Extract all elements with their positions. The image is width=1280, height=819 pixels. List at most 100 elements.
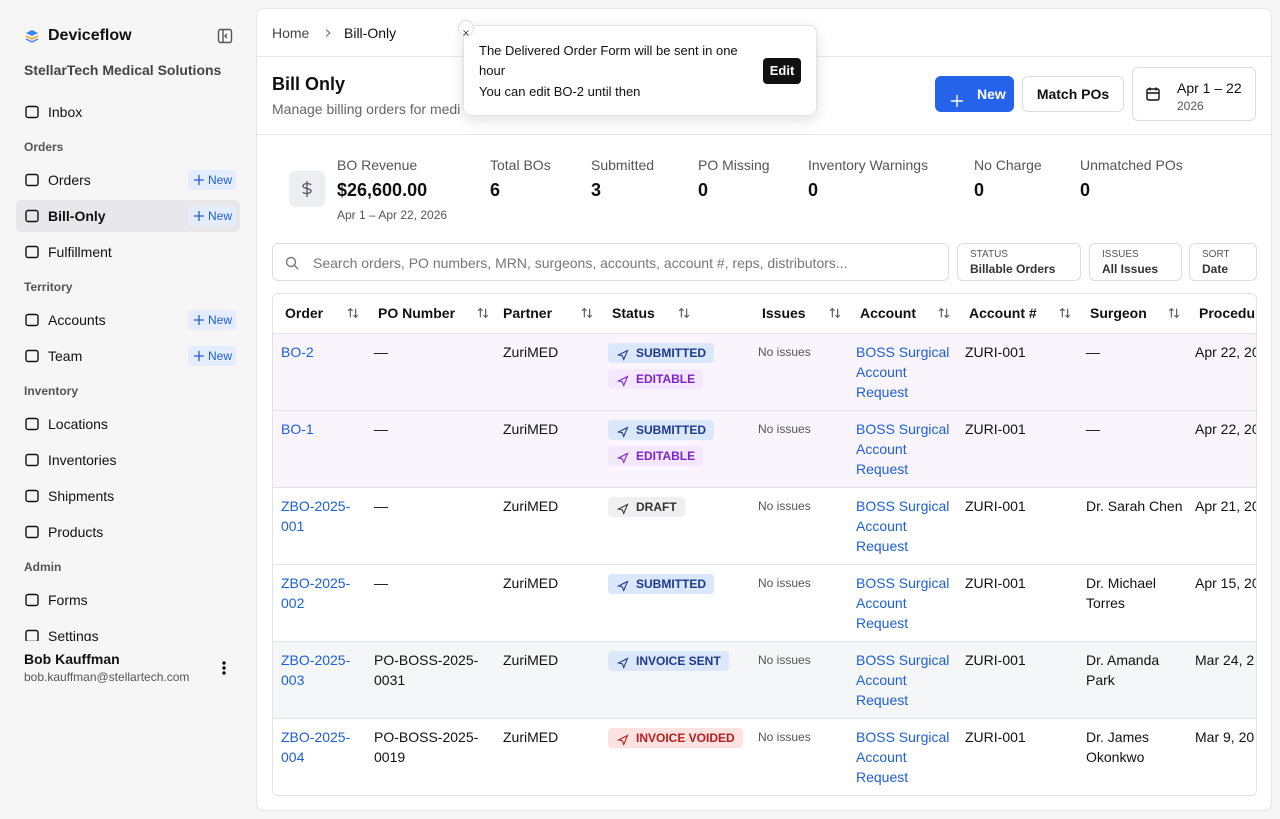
- column-header[interactable]: Issues: [762, 305, 806, 321]
- account-link[interactable]: BOSS Surgical Account Request: [856, 421, 950, 477]
- order-link[interactable]: ZBO-2025-004: [281, 729, 351, 765]
- column-header[interactable]: PO Number: [378, 305, 456, 321]
- nav-item[interactable]: Fulfillment: [48, 244, 112, 260]
- nav-item[interactable]: Forms: [48, 592, 88, 608]
- icon: [217, 28, 233, 44]
- breadcrumb[interactable]: Home: [272, 25, 310, 41]
- status-badge: SUBMITTED: [608, 574, 714, 594]
- nav-new-button[interactable]: New: [188, 310, 236, 330]
- po-number: PO-BOSS-2025-0019: [374, 729, 479, 765]
- table-row[interactable]: BO-1 — ZuriMED SUBMITTED EDITABLE No issues BO…: [273, 411, 1257, 488]
- account-link[interactable]: BOSS Surgical Account Request: [856, 498, 950, 554]
- icon: [24, 452, 40, 468]
- nav-new-button[interactable]: New: [188, 346, 236, 366]
- nav-section: Orders: [24, 140, 64, 154]
- breadcrumb: Bill-Only: [344, 25, 397, 41]
- order-link[interactable]: ZBO-2025-001: [281, 498, 351, 534]
- order-link[interactable]: BO-1: [281, 421, 314, 437]
- partner: ZuriMED: [503, 498, 559, 514]
- column-header[interactable]: Account: [860, 305, 916, 321]
- surgeon: Dr. James Okonkwo: [1086, 729, 1150, 765]
- match-pos-button[interactable]: Match POs: [1022, 76, 1124, 112]
- issues: No issues: [758, 576, 811, 590]
- icon: [616, 373, 629, 387]
- table-row[interactable]: ZBO-2025-004 PO-BOSS-2025-0019 ZuriMED INVO…: [273, 719, 1256, 795]
- filter-value: Date: [1202, 262, 1229, 276]
- account-number: ZURI-001: [965, 729, 1026, 745]
- account-link[interactable]: BOSS Surgical Account Request: [856, 344, 950, 400]
- procedure-date: Apr 22, 20: [1195, 421, 1257, 437]
- column-header[interactable]: Procedur: [1199, 305, 1257, 321]
- account-number: ZURI-001: [965, 652, 1026, 668]
- icon: [321, 26, 335, 40]
- icon: [677, 306, 691, 320]
- toast-action[interactable]: Edit: [763, 58, 801, 84]
- order-link[interactable]: ZBO-2025-002: [281, 575, 351, 611]
- surgeon: Dr. Sarah Chen: [1086, 498, 1183, 514]
- nav-item[interactable]: Shipments: [48, 488, 115, 504]
- column-header[interactable]: Status: [612, 305, 655, 321]
- column-header[interactable]: Account #: [969, 305, 1037, 321]
- table-row[interactable]: ZBO-2025-003 PO-BOSS-2025-0031 ZuriMED INVO…: [273, 642, 1256, 719]
- new-button[interactable]: New: [935, 76, 1014, 112]
- account-link[interactable]: BOSS Surgical Account Request: [856, 652, 950, 708]
- icon: [216, 660, 232, 676]
- toast: The Delivered Order Form will be sent in…: [458, 20, 817, 116]
- column-header[interactable]: Partner: [503, 305, 553, 321]
- nav: Inbox Orders Orders New Bill-Only New Fulfillm…: [0, 0, 256, 641]
- nav-item[interactable]: Inbox: [48, 104, 83, 120]
- icon: [937, 306, 951, 320]
- nav-item[interactable]: Settings: [48, 628, 99, 641]
- filter-label: STATUS: [970, 249, 1008, 260]
- account-number: ZURI-001: [965, 344, 1026, 360]
- column-header[interactable]: Order: [285, 305, 324, 321]
- icon: [24, 592, 40, 608]
- icon: [616, 347, 629, 361]
- po-number: —: [374, 575, 388, 591]
- partner: ZuriMED: [503, 729, 559, 745]
- icon: [462, 24, 470, 36]
- toast-close[interactable]: [458, 20, 474, 36]
- order-link[interactable]: BO-2: [281, 344, 314, 360]
- table-row[interactable]: ZBO-2025-002 — ZuriMED SUBMITTED No issues BO…: [273, 565, 1256, 642]
- po-number: —: [374, 421, 388, 437]
- nav-item[interactable]: Inventories: [48, 452, 117, 468]
- main-panel: Home Bill-Only Bill Only Manage billing ord…: [256, 8, 1272, 811]
- stat-value: 0: [1080, 180, 1091, 200]
- nav-item[interactable]: Team: [48, 348, 83, 364]
- nav-section: Admin: [24, 560, 62, 574]
- status-badge: DRAFT: [608, 497, 685, 517]
- date-button[interactable]: Apr 1 – 22 2026: [1132, 67, 1256, 121]
- filter-button[interactable]: SORT Date: [1189, 243, 1257, 281]
- procedure-date: Mar 9, 20: [1195, 729, 1255, 745]
- account-link[interactable]: BOSS Surgical Account Request: [856, 575, 950, 631]
- nav-item[interactable]: Products: [48, 524, 104, 540]
- toast-detail: You can edit BO-2 until then: [479, 84, 641, 99]
- nav-new-button[interactable]: New: [188, 206, 236, 226]
- header-border: [273, 333, 1256, 334]
- filter-button[interactable]: ISSUES All Issues: [1089, 243, 1182, 281]
- brand: Deviceflow: [48, 27, 132, 44]
- surgeon: —: [1086, 421, 1100, 437]
- icon: [24, 208, 40, 224]
- stat-label: PO Missing: [698, 157, 770, 173]
- stat-value: 0: [974, 180, 985, 200]
- status-badge: EDITABLE: [608, 369, 704, 389]
- filter-button[interactable]: STATUS Billable Orders: [957, 243, 1081, 281]
- nav-item[interactable]: Accounts: [48, 312, 106, 328]
- table-row[interactable]: ZBO-2025-001 — ZuriMED DRAFT No issues BOSS S…: [273, 488, 1256, 565]
- partner: ZuriMED: [503, 652, 559, 668]
- nav-new-button[interactable]: New: [188, 170, 236, 190]
- account-link[interactable]: BOSS Surgical Account Request: [856, 729, 950, 785]
- nav-item[interactable]: Orders: [48, 172, 91, 188]
- table-row[interactable]: BO-2 — ZuriMED SUBMITTED EDITABLE No issues BO…: [273, 334, 1256, 411]
- nav-item[interactable]: Bill-Only: [48, 208, 106, 224]
- icon: [284, 255, 300, 271]
- order-link[interactable]: ZBO-2025-003: [281, 652, 351, 688]
- stat-label: BO Revenue: [337, 157, 418, 173]
- search-box[interactable]: Search orders, PO numbers, MRN, surgeons…: [272, 243, 949, 281]
- icon: [24, 488, 40, 504]
- column-header[interactable]: Surgeon: [1090, 305, 1147, 321]
- nav-item[interactable]: Locations: [48, 416, 108, 432]
- icon: [616, 501, 629, 515]
